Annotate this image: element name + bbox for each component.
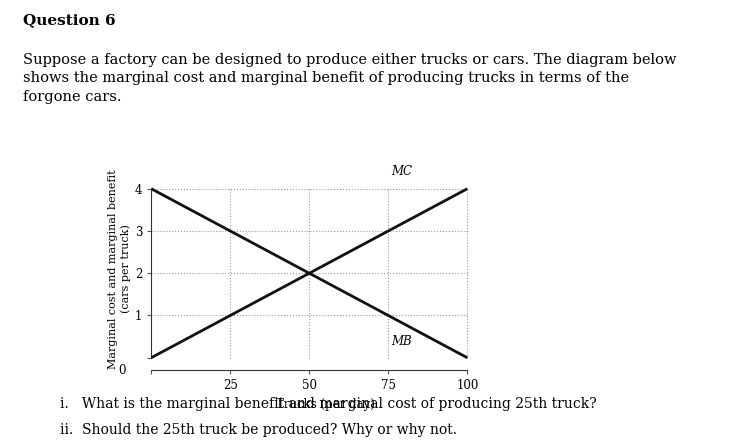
Text: MC: MC	[392, 165, 413, 178]
Text: ii.  Should the 25th truck be produced? Why or why not.: ii. Should the 25th truck be produced? W…	[60, 423, 457, 437]
Text: Suppose a factory can be designed to produce either trucks or cars. The diagram : Suppose a factory can be designed to pro…	[23, 53, 676, 104]
Text: MB: MB	[392, 335, 412, 348]
Y-axis label: Marginal cost and marginal benefit
(cars per truck): Marginal cost and marginal benefit (cars…	[108, 169, 131, 369]
X-axis label: Trucks (per day): Trucks (per day)	[276, 398, 374, 411]
Text: i.   What is the marginal benefit and marginal cost of producing 25th truck?: i. What is the marginal benefit and marg…	[60, 397, 597, 411]
Text: 0: 0	[119, 364, 126, 377]
Text: Question 6: Question 6	[23, 13, 116, 27]
